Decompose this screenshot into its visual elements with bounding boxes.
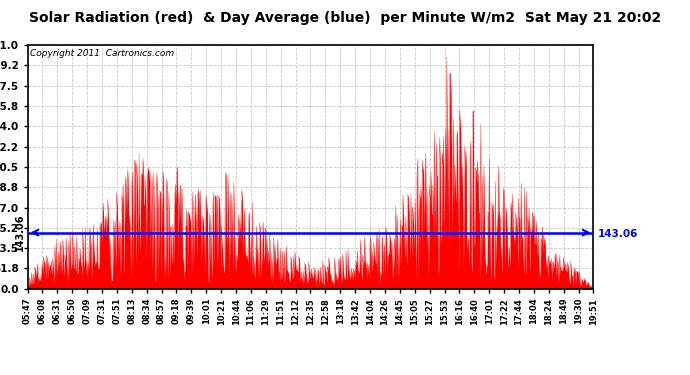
Text: Copyright 2011  Cartronics.com: Copyright 2011 Cartronics.com bbox=[30, 49, 175, 58]
Text: Solar Radiation (red)  & Day Average (blue)  per Minute W/m2  Sat May 21 20:02: Solar Radiation (red) & Day Average (blu… bbox=[29, 11, 661, 25]
Text: 143.06: 143.06 bbox=[14, 214, 25, 251]
